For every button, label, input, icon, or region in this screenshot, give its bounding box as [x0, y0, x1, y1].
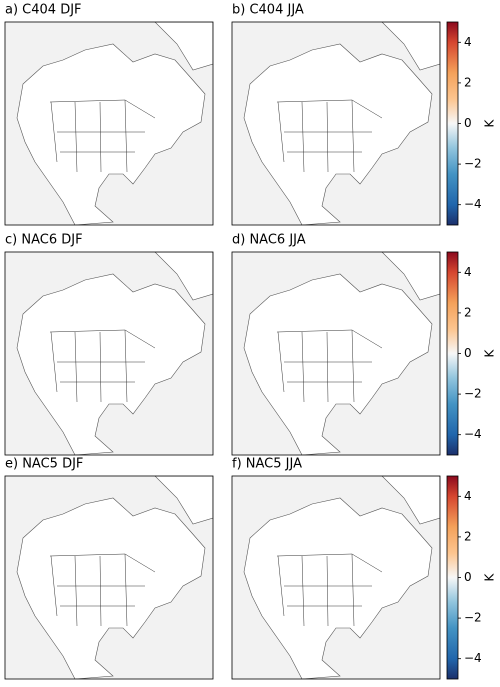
- map-frame: [4, 21, 214, 226]
- colorbar-tick-label: 4: [464, 35, 472, 49]
- panel-title: c) NAC6 DJF: [5, 233, 83, 248]
- colorbar-tick-label: −2: [464, 387, 482, 401]
- panel-title: d) NAC6 JJA: [232, 233, 306, 248]
- panel-title: e) NAC5 DJF: [5, 457, 83, 472]
- colorbar: [446, 251, 459, 456]
- colorbar-tick-label: −4: [464, 197, 482, 211]
- map-frame: [4, 251, 214, 456]
- colorbar-label: K: [483, 572, 497, 581]
- panel-title: f) NAC5 JJA: [232, 457, 302, 472]
- map: [5, 252, 213, 455]
- colorbar-tick-label: −2: [464, 157, 482, 171]
- colorbar-tick-label: 2: [464, 75, 472, 89]
- map-frame: [231, 21, 441, 226]
- map-frame: [231, 475, 441, 680]
- colorbar-tick-label: −2: [464, 611, 482, 625]
- colorbar-tick-label: 0: [464, 116, 472, 130]
- map: [5, 476, 213, 679]
- colorbar-tick-label: 0: [464, 346, 472, 360]
- colorbar-label: K: [483, 118, 497, 127]
- colorbar-tick-label: −4: [464, 651, 482, 665]
- colorbar-tick-label: 0: [464, 570, 472, 584]
- colorbar: [446, 21, 459, 226]
- colorbar-tick-label: 2: [464, 305, 472, 319]
- map: [232, 476, 440, 679]
- map: [232, 252, 440, 455]
- colorbar-label: K: [483, 348, 497, 357]
- colorbar: [446, 475, 459, 680]
- map-frame: [231, 251, 441, 456]
- map-frame: [4, 475, 214, 680]
- panel-title: a) C404 DJF: [5, 3, 82, 18]
- colorbar-tick-label: −4: [464, 427, 482, 441]
- map: [232, 22, 440, 225]
- panel-title: b) C404 JJA: [232, 3, 304, 18]
- colorbar-tick-label: 4: [464, 489, 472, 503]
- colorbar-tick-label: 2: [464, 529, 472, 543]
- colorbar-tick-label: 4: [464, 265, 472, 279]
- map: [5, 22, 213, 225]
